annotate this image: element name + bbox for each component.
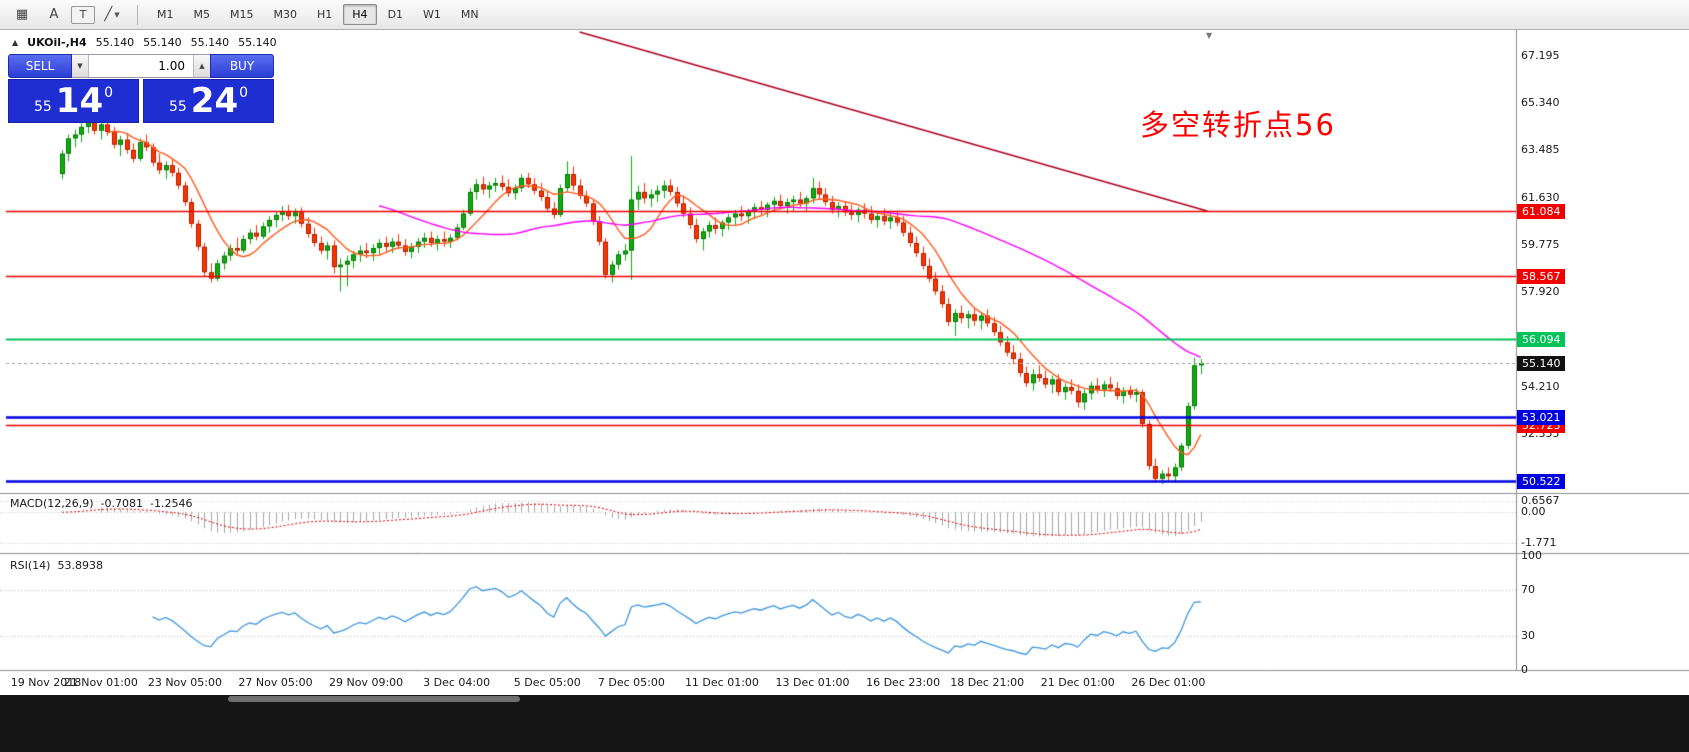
- volume-input[interactable]: 1.00: [158, 59, 185, 73]
- ask-big-digits: 24: [190, 81, 239, 121]
- timeframe-button-h1[interactable]: H1: [317, 8, 333, 21]
- chart-canvas[interactable]: [0, 30, 1689, 694]
- text-tool-icon: A: [49, 7, 59, 22]
- timeframe-button-m30[interactable]: M30: [273, 8, 298, 21]
- symbol-name: UKOil-,H4: [27, 36, 87, 49]
- one-click-trading-panel: SELL ▼ 1.00 ▲ BUY 55 14 0 55 24 0: [8, 54, 274, 123]
- timeframe-group: M1 M5 M15 M30 H1 H4 D1 W1 MN: [147, 4, 489, 25]
- toolbar-separator: [137, 4, 138, 25]
- drawing-tools-group: ▦ A T ╱ ▼: [6, 3, 128, 27]
- bid-big-digits: 14: [55, 81, 104, 121]
- chart-title: ▲ UKOil-,H4 55.140 55.140 55.140 55.140: [12, 36, 277, 49]
- macd-label: MACD(12,26,9) -0.7081 -1.2546: [10, 497, 192, 510]
- chevron-down-icon: ▼: [114, 10, 120, 19]
- text-label-tool-icon: T: [79, 8, 87, 21]
- timeframe-button-h4[interactable]: H4: [343, 4, 377, 25]
- ohlc-low: 55.140: [190, 36, 230, 49]
- timeframe-button-m1[interactable]: M1: [157, 8, 174, 21]
- volume-dropdown-button[interactable]: ▼: [72, 55, 89, 77]
- bid-superscript: 0: [104, 85, 114, 101]
- rsi-label: RSI(14) 53.8938: [10, 559, 103, 572]
- ohlc-open: 55.140: [95, 36, 135, 49]
- volume-control: ▼ 1.00 ▲: [72, 54, 210, 78]
- horizontal-scrollbar[interactable]: [228, 696, 520, 702]
- chart-annotation: 多空转折点56: [1140, 108, 1336, 142]
- grid-tool-button[interactable]: ▦: [7, 3, 37, 27]
- timeframe-button-mn[interactable]: MN: [460, 8, 479, 21]
- text-label-tool-button[interactable]: T: [71, 5, 95, 24]
- macd-title: MACD(12,26,9): [10, 497, 94, 510]
- bottom-strip: [0, 695, 1689, 752]
- macd-value-1: -0.7081: [100, 497, 144, 510]
- ohlc-high: 55.140: [143, 36, 182, 49]
- timeframe-button-m15[interactable]: M15: [230, 8, 254, 21]
- macd-value-2: -1.2546: [150, 497, 193, 510]
- chevron-down-icon: ▼: [77, 62, 83, 70]
- shapes-tool-button[interactable]: ╱ ▼: [97, 3, 127, 27]
- ask-superscript: 0: [239, 85, 249, 101]
- volume-spinner-up[interactable]: ▲: [193, 55, 210, 77]
- timeframe-button-m5[interactable]: M5: [193, 8, 211, 21]
- shapes-tool-icon: ╱: [104, 7, 113, 22]
- text-tool-button[interactable]: A: [39, 3, 69, 27]
- top-toolbar: ▦ A T ╱ ▼ M1 M5 M15 M30 H1 H4 D1 W1 MN: [0, 0, 1689, 30]
- chevron-up-icon: ▲: [199, 62, 205, 70]
- rsi-title: RSI(14): [10, 559, 51, 572]
- ohlc-close: 55.140: [238, 36, 277, 49]
- ask-price-box[interactable]: 55 24 0: [143, 79, 274, 123]
- rsi-value: 53.8938: [57, 559, 103, 572]
- ask-prefix: 55: [168, 99, 187, 115]
- buy-button[interactable]: BUY: [210, 54, 274, 78]
- grid-tool-icon: ▦: [15, 7, 29, 22]
- timeframe-button-w1[interactable]: W1: [423, 8, 441, 21]
- timeframe-button-d1[interactable]: D1: [387, 8, 404, 21]
- bid-prefix: 55: [33, 99, 52, 115]
- chart-shift-marker-icon[interactable]: ▼: [1206, 31, 1213, 40]
- sell-button[interactable]: SELL: [8, 54, 72, 78]
- bid-price-box[interactable]: 55 14 0: [8, 79, 139, 123]
- collapse-triangle-icon[interactable]: ▲: [12, 38, 19, 47]
